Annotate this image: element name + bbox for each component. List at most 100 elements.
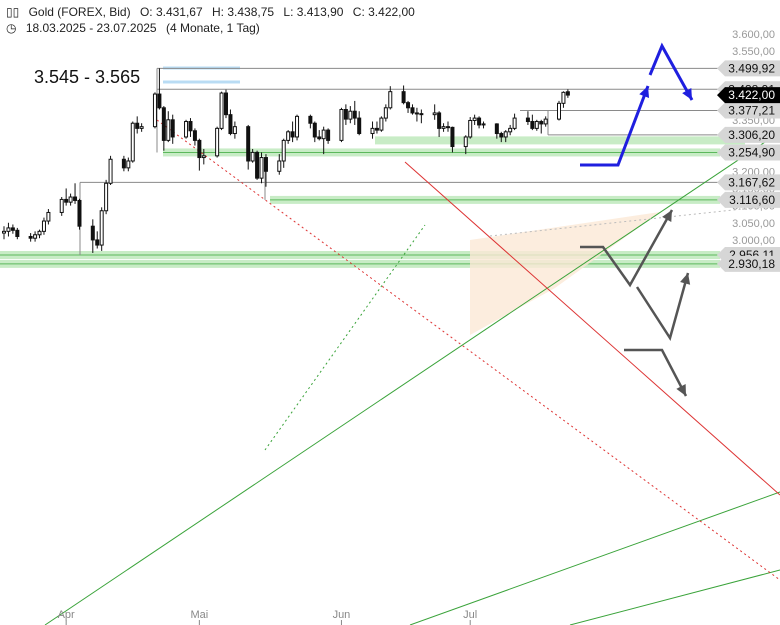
close-value: C: 3.422,00 bbox=[352, 5, 415, 19]
candle-body bbox=[37, 230, 42, 236]
level-tag-label: 3.116,60 bbox=[729, 193, 775, 207]
scenario-arrow-head bbox=[680, 273, 691, 285]
candlestick-icon: ▯▯ bbox=[6, 5, 20, 19]
candle-body bbox=[73, 196, 78, 201]
bear-scenario-arrow bbox=[624, 348, 688, 397]
candle-body bbox=[33, 234, 38, 239]
candle-body bbox=[130, 122, 135, 162]
clock-icon: ◷ bbox=[6, 21, 17, 35]
level-tag-label: 3.377,21 bbox=[728, 103, 775, 117]
candle-body bbox=[250, 151, 255, 162]
downtrend-dotted-line bbox=[156, 119, 780, 581]
candle-body bbox=[95, 239, 100, 246]
candle-body bbox=[10, 227, 15, 231]
current-price-tag-label: 3.422,00 bbox=[728, 88, 775, 102]
candle-body bbox=[64, 198, 69, 203]
candle-body bbox=[246, 126, 251, 162]
level-tag bbox=[717, 102, 780, 119]
level-tag-label: 3.306,20 bbox=[728, 128, 775, 142]
candle-body bbox=[379, 117, 384, 131]
drawing-layer bbox=[44, 119, 780, 625]
scenario-arrow bbox=[580, 209, 674, 288]
bull-scenario-arrow-head bbox=[682, 88, 692, 100]
candle-body bbox=[99, 210, 104, 246]
candle-body bbox=[565, 91, 570, 96]
candle-body bbox=[339, 109, 344, 141]
candle-body bbox=[450, 126, 455, 148]
uptrend-line bbox=[569, 569, 780, 625]
candle-body bbox=[357, 117, 362, 135]
candle-body bbox=[201, 155, 206, 159]
candle-body bbox=[432, 112, 437, 116]
candle-body bbox=[383, 107, 388, 119]
bear-scenario-arrow-head bbox=[676, 384, 686, 396]
candle-body bbox=[410, 107, 415, 114]
x-tick-label: Jun bbox=[333, 609, 351, 621]
candle-body bbox=[121, 158, 126, 169]
candle-body bbox=[437, 112, 442, 129]
uptrend-line bbox=[409, 491, 780, 625]
candle-body bbox=[90, 225, 95, 241]
candle-body bbox=[374, 127, 379, 131]
bull-scenario-arrow bbox=[648, 42, 694, 101]
candle-body bbox=[170, 119, 175, 138]
candle-body bbox=[414, 112, 419, 115]
level-tag-label: 2.930,18 bbox=[728, 257, 775, 271]
candle-body bbox=[348, 110, 353, 120]
candle-body bbox=[463, 136, 468, 148]
date-range: 18.03.2025 - 23.07.2025 bbox=[25, 21, 157, 35]
candle-body bbox=[157, 93, 162, 109]
candle-body bbox=[59, 198, 64, 213]
candle-body bbox=[197, 139, 202, 159]
y-tick-label: 3.550,00 bbox=[732, 46, 775, 58]
instrument-name: Gold (FOREX, Bid) bbox=[28, 5, 131, 19]
candle-body bbox=[6, 227, 11, 232]
candle-layer bbox=[2, 68, 570, 253]
bull-scenario-arrow bbox=[580, 85, 650, 167]
candle-body bbox=[499, 133, 504, 138]
y-tick-label: 3.050,00 bbox=[732, 218, 775, 230]
chart-header: ▯▯ Gold (FOREX, Bid) O: 3.431,67 H: 3.43… bbox=[6, 5, 421, 19]
level-tag-label: 3.499,92 bbox=[728, 61, 775, 75]
scenario-layer bbox=[580, 42, 694, 397]
dotted-resistance-line bbox=[489, 204, 780, 237]
candle-body bbox=[281, 139, 286, 162]
candle-body bbox=[126, 160, 131, 169]
candle-body bbox=[352, 110, 357, 119]
uptrend-line bbox=[44, 131, 780, 625]
candle-body bbox=[481, 123, 486, 126]
date-span: (4 Monate, 1 Tag) bbox=[165, 21, 260, 35]
candle-body bbox=[286, 131, 291, 141]
open-value: O: 3.431,67 bbox=[139, 5, 203, 19]
candle-body bbox=[184, 121, 189, 138]
scenario-arrow bbox=[635, 272, 690, 342]
candle-body bbox=[28, 235, 33, 239]
candle-body bbox=[263, 157, 268, 172]
level-tag-label: 3.254,90 bbox=[728, 145, 775, 159]
level-tag bbox=[717, 191, 780, 208]
consolidation-triangle bbox=[470, 212, 660, 335]
candle-body bbox=[543, 118, 548, 125]
bull-scenario-arrow-head bbox=[639, 86, 650, 98]
candle-body bbox=[41, 220, 46, 232]
level-tag bbox=[717, 144, 780, 161]
level-tag bbox=[717, 255, 780, 272]
candle-body bbox=[2, 230, 6, 234]
high-value: H: 3.438,75 bbox=[212, 5, 275, 19]
candle-body bbox=[503, 131, 508, 138]
candle-body bbox=[188, 121, 193, 132]
candle-body bbox=[161, 107, 166, 141]
candle-body bbox=[326, 129, 331, 141]
x-tick-label: Apr bbox=[58, 609, 75, 621]
candle-body bbox=[224, 92, 228, 116]
candle-body bbox=[232, 126, 237, 135]
candle-body bbox=[525, 117, 530, 123]
level-tag bbox=[717, 126, 780, 143]
candle-body bbox=[557, 102, 561, 120]
level-tag bbox=[717, 60, 780, 77]
dotted-support-line bbox=[264, 224, 426, 451]
candle-body bbox=[441, 126, 446, 129]
x-tick-label: Jul bbox=[463, 609, 477, 621]
candle-body bbox=[388, 91, 393, 109]
